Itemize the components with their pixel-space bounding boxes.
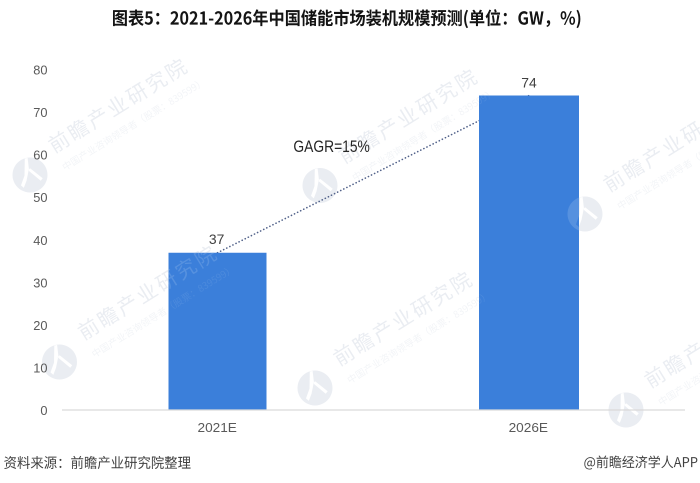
svg-text:GAGR=15%: GAGR=15% xyxy=(293,137,370,156)
svg-text:60: 60 xyxy=(33,148,47,163)
svg-text:10: 10 xyxy=(33,361,47,376)
svg-text:70: 70 xyxy=(33,105,47,120)
svg-text:40: 40 xyxy=(33,233,47,248)
svg-text:0: 0 xyxy=(40,403,47,418)
svg-text:50: 50 xyxy=(33,190,47,205)
svg-text:30: 30 xyxy=(33,275,47,290)
svg-text:2021E: 2021E xyxy=(198,421,237,435)
svg-text:20: 20 xyxy=(33,318,47,333)
svg-text:80: 80 xyxy=(33,62,47,77)
svg-text:37: 37 xyxy=(209,231,225,247)
svg-text:2026E: 2026E xyxy=(509,421,548,435)
svg-text:74: 74 xyxy=(521,74,537,90)
